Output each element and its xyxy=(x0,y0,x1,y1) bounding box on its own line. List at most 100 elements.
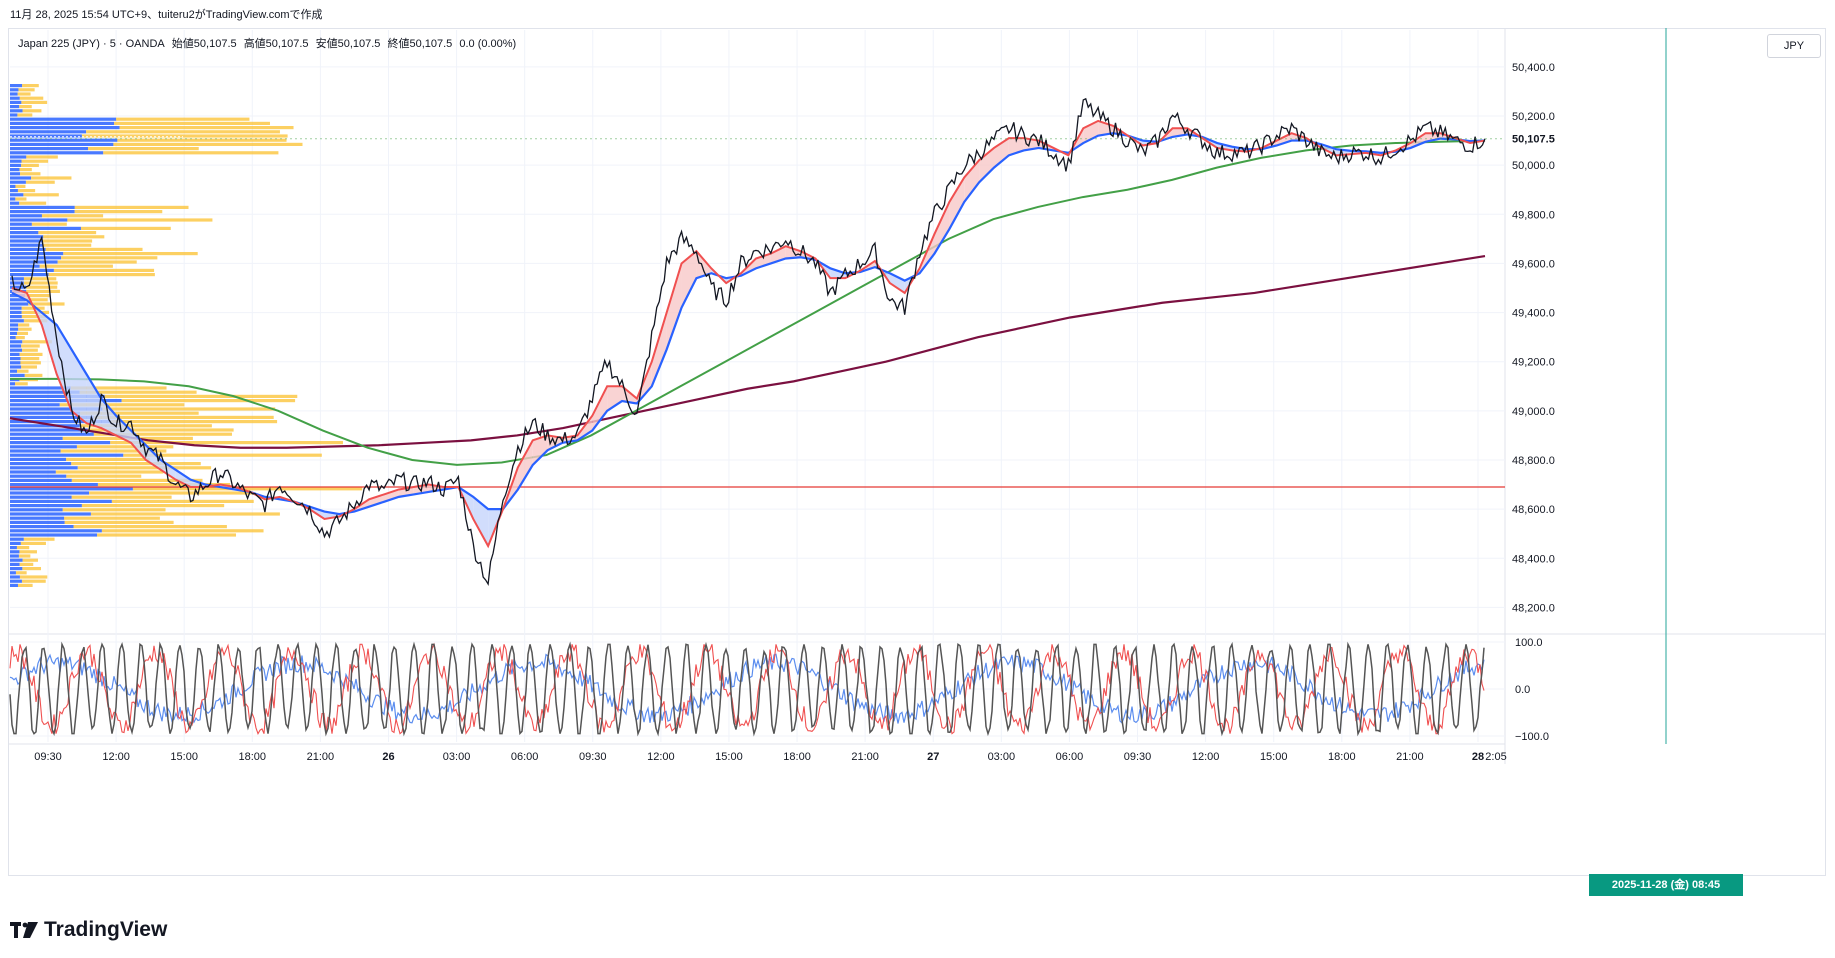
volume-profile-buy-bar xyxy=(10,348,23,352)
volume-profile-buy-bar xyxy=(10,306,22,310)
volume-profile-sell-bar xyxy=(25,294,51,298)
volume-profile-sell-bar xyxy=(17,92,31,96)
volume-profile-buy-bar xyxy=(10,189,18,193)
volume-profile-sell-bar xyxy=(22,109,42,113)
top-caption: 11月 28, 2025 15:54 UTC+9、tuiteru2がTradin… xyxy=(10,9,323,21)
volume-profile-sell-bar xyxy=(15,197,27,201)
ema-cloud-segment xyxy=(383,489,399,502)
volume-profile-sell-bar xyxy=(119,126,294,130)
ma-green-line xyxy=(10,139,1486,466)
volume-profile-buy-bar xyxy=(10,520,65,524)
volume-profile-sell-bar xyxy=(114,121,270,125)
volume-profile-sell-bar xyxy=(20,357,40,361)
volume-profile-buy-bar xyxy=(10,457,67,461)
volume-profile-buy-bar xyxy=(10,546,17,550)
volume-profile-buy-bar xyxy=(10,361,21,365)
volume-profile-sell-bar xyxy=(88,147,199,151)
ema-cloud-segment xyxy=(517,440,533,490)
volume-profile-sell-bar xyxy=(97,483,231,487)
volume-profile-sell-bar xyxy=(20,541,46,545)
volume-profile-sell-bar xyxy=(25,180,55,184)
currency-unit-button[interactable]: JPY xyxy=(1767,34,1821,58)
volume-profile-buy-bar xyxy=(10,168,20,172)
volume-profile-buy-bar xyxy=(10,462,72,466)
volume-profile-sell-bar xyxy=(70,386,167,390)
volume-profile-sell-bar xyxy=(111,499,254,503)
volume-profile-buy-bar xyxy=(10,298,26,302)
volume-profile-buy-bar xyxy=(10,558,23,562)
ema-cloud-segment xyxy=(160,460,176,480)
tradingview-logo-icon xyxy=(10,922,38,938)
volume-profile-sell-bar xyxy=(18,554,31,558)
volume-profile-sell-bar xyxy=(59,403,185,407)
volume-profile-buy-bar xyxy=(10,105,20,109)
ema-cloud-segment xyxy=(71,349,87,424)
volume-profile-sell-bar xyxy=(42,239,93,243)
volume-profile-sell-bar xyxy=(26,289,60,293)
volume-profile-sell-bar xyxy=(16,546,30,550)
volume-profile-buy-bar xyxy=(10,100,22,104)
volume-profile-sell-bar xyxy=(79,390,197,394)
volume-profile-sell-bar xyxy=(62,508,166,512)
volume-profile-buy-bar xyxy=(10,390,80,394)
volume-profile-buy-bar xyxy=(10,180,26,184)
volume-profile-sell-bar xyxy=(17,583,33,587)
legend-open: 始値50,107.5 xyxy=(171,38,237,50)
volume-profile-buy-bar xyxy=(10,583,18,587)
volume-profile-sell-bar xyxy=(22,558,38,562)
volume-profile-sell-bar xyxy=(20,172,41,176)
volume-profile-buy-bar xyxy=(10,453,124,457)
volume-profile-sell-bar xyxy=(18,88,35,92)
volume-profile-buy-bar xyxy=(10,478,72,482)
volume-profile-sell-bar xyxy=(31,176,72,180)
x-tick-label: 18:00 xyxy=(1328,751,1356,763)
volume-profile-sell-bar xyxy=(71,462,201,466)
oscillator-tick-label: 100.0 xyxy=(1515,637,1543,649)
ema-cloud-segment xyxy=(755,253,771,269)
volume-profile-buy-bar xyxy=(10,96,20,100)
volume-profile-buy-bar xyxy=(10,92,18,96)
volume-profile-sell-bar xyxy=(15,571,27,575)
volume-profile-sell-bar xyxy=(63,252,198,256)
y-tick-label: 48,400.0 xyxy=(1512,553,1555,565)
chart-frame[interactable] xyxy=(8,28,1826,876)
volume-profile-buy-bar xyxy=(10,176,32,180)
volume-profile-buy-bar xyxy=(10,436,63,440)
volume-profile-sell-bar xyxy=(87,428,234,432)
ema-cloud-segment xyxy=(86,374,102,429)
volume-profile-sell-bar xyxy=(67,218,213,222)
volume-profile-sell-bar xyxy=(21,365,37,369)
volume-profile-sell-bar xyxy=(48,273,155,277)
ema-cloud-segment xyxy=(1425,133,1441,142)
volume-profile-buy-bar xyxy=(10,226,81,230)
volume-profile-buy-bar xyxy=(10,491,90,495)
volume-profile-buy-bar xyxy=(10,319,24,323)
price-line xyxy=(11,97,1486,587)
x-tick-label: 21:00 xyxy=(851,751,879,763)
volume-profile-buy-bar xyxy=(10,432,94,436)
volume-profile-sell-bar xyxy=(132,487,363,491)
volume-profile-sell-bar xyxy=(23,319,48,323)
volume-profile-buy-bar xyxy=(10,126,120,130)
volume-profile-sell-bar xyxy=(71,478,203,482)
ema-cloud-segment xyxy=(369,494,384,507)
volume-profile-buy-bar xyxy=(10,352,20,356)
volume-profile-sell-bar xyxy=(89,491,253,495)
ema-cloud-segment xyxy=(532,435,548,465)
volume-profile-sell-bar xyxy=(23,537,55,541)
volume-profile-sell-bar xyxy=(80,411,199,415)
volume-profile-sell-bar xyxy=(19,562,34,566)
volume-profile-buy-bar xyxy=(10,323,19,327)
volume-profile-sell-bar xyxy=(21,579,46,583)
volume-profile-sell-bar xyxy=(110,441,343,445)
volume-profile-buy-bar xyxy=(10,504,82,508)
x-tick-label: 21:00 xyxy=(307,751,335,763)
x-tick-label: 06:00 xyxy=(1056,751,1084,763)
volume-profile-buy-bar xyxy=(10,407,103,411)
ema-cloud-segment xyxy=(175,469,191,488)
volume-profile-sell-bar xyxy=(28,302,65,306)
volume-profile-sell-bar xyxy=(53,268,155,272)
x-tick-label: 12:00 xyxy=(102,751,130,763)
x-tick-label: 18:00 xyxy=(239,751,267,763)
